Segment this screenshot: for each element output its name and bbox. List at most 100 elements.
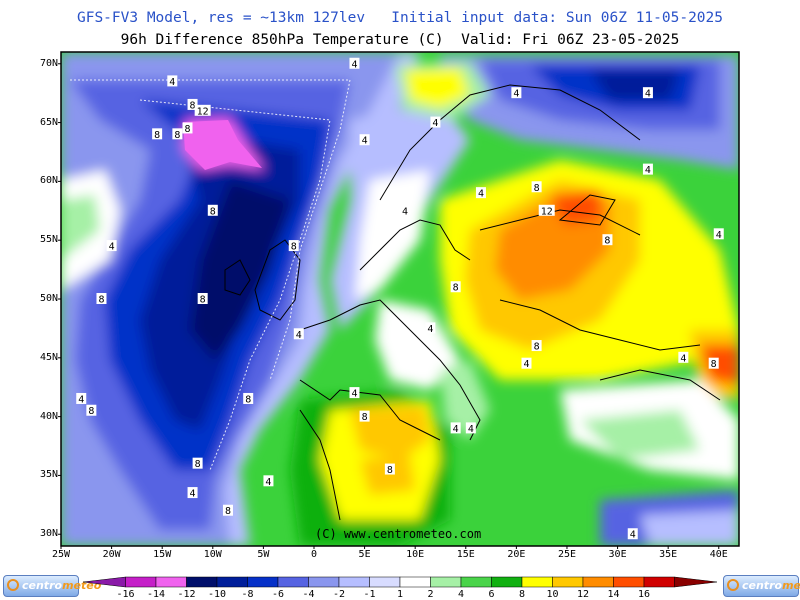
lat-label-40N: 40N bbox=[39, 410, 58, 422]
contour-label: 8 bbox=[172, 128, 183, 141]
colorbar-label: 16 bbox=[637, 589, 651, 600]
model-title: GFS-FV3 Model, res = ~13km 127lev Initia… bbox=[76, 10, 723, 26]
svg-text:8: 8 bbox=[195, 459, 201, 470]
svg-text:4: 4 bbox=[468, 424, 474, 435]
lon-label-25E: 25E bbox=[557, 549, 576, 560]
contour-label: 4 bbox=[425, 322, 436, 335]
svg-text:4: 4 bbox=[109, 242, 115, 253]
contour-label: 12 bbox=[538, 204, 555, 217]
contour-label: 8 bbox=[708, 357, 719, 370]
lon-label-10E: 10E bbox=[406, 549, 425, 560]
contour-label: 8 bbox=[86, 404, 97, 417]
svg-text:4: 4 bbox=[296, 330, 302, 341]
logo-ring-icon bbox=[7, 579, 19, 591]
lon-label-5W: 5W bbox=[257, 549, 270, 560]
colorbar-label: -8 bbox=[241, 589, 254, 600]
colorbar-label: -16 bbox=[116, 589, 135, 600]
contour-label: 4 bbox=[76, 392, 87, 405]
svg-text:8: 8 bbox=[154, 130, 160, 141]
contour-label: 4 bbox=[627, 528, 638, 541]
logo-text-right-2: meteo bbox=[782, 579, 800, 592]
logo-text-left-1: centro bbox=[22, 579, 63, 592]
svg-text:4: 4 bbox=[362, 136, 368, 147]
contour-label: 8 bbox=[96, 293, 107, 306]
contour-label: 4 bbox=[642, 87, 653, 100]
contour-label: 8 bbox=[222, 504, 233, 517]
svg-text:8: 8 bbox=[210, 206, 216, 217]
lat-label-35N: 35N bbox=[39, 469, 58, 481]
svg-text:12: 12 bbox=[197, 106, 209, 117]
contour-label: 4 bbox=[642, 163, 653, 176]
lon-label-30E: 30E bbox=[608, 549, 627, 560]
svg-text:4: 4 bbox=[716, 230, 722, 241]
svg-text:8: 8 bbox=[291, 242, 297, 253]
lat-label-55N: 55N bbox=[39, 234, 58, 246]
lon-label-10W: 10W bbox=[203, 549, 222, 560]
contour-label: 4 bbox=[475, 187, 486, 200]
contour-label: 4 bbox=[400, 204, 411, 217]
svg-text:8: 8 bbox=[190, 100, 196, 111]
contour-label: 8 bbox=[602, 234, 613, 247]
svg-text:8: 8 bbox=[534, 183, 540, 194]
lat-label-70N: 70N bbox=[39, 57, 58, 69]
svg-text:4: 4 bbox=[351, 389, 357, 400]
svg-text:4: 4 bbox=[453, 424, 459, 435]
colorbar-label: -4 bbox=[302, 589, 315, 600]
contour-label: 8 bbox=[384, 463, 395, 476]
svg-text:4: 4 bbox=[265, 477, 271, 488]
colorbar-label: 14 bbox=[607, 589, 620, 600]
lon-label-40E: 40E bbox=[709, 549, 728, 560]
anomaly-field bbox=[61, 52, 739, 546]
contour-label: 8 bbox=[450, 281, 461, 294]
colorbar-label: -14 bbox=[146, 589, 166, 600]
svg-text:4: 4 bbox=[680, 353, 686, 364]
contour-label: 4 bbox=[293, 328, 304, 341]
svg-text:8: 8 bbox=[453, 283, 459, 294]
svg-text:4: 4 bbox=[645, 165, 651, 176]
lon-label-25W: 25W bbox=[51, 549, 71, 560]
svg-text:4: 4 bbox=[523, 359, 529, 370]
contour-label: 8 bbox=[152, 128, 163, 141]
field-subtitle: 96h Difference 850hPa Temperature (C) Va… bbox=[120, 32, 680, 48]
contour-label: 8 bbox=[197, 293, 208, 306]
contour-label: 4 bbox=[713, 228, 724, 241]
svg-text:4: 4 bbox=[190, 489, 196, 500]
colorbar-label: 12 bbox=[576, 589, 590, 600]
colorbar-label: 6 bbox=[488, 589, 495, 600]
lon-label-0: 0 bbox=[310, 549, 317, 560]
contour-label: 8 bbox=[182, 122, 193, 135]
contour-label: 4 bbox=[263, 475, 274, 488]
svg-text:8: 8 bbox=[711, 359, 717, 370]
logo-text-right-1: centro bbox=[742, 579, 783, 592]
lon-label-15E: 15E bbox=[456, 549, 475, 560]
contour-label: 4 bbox=[521, 357, 532, 370]
lat-label-30N: 30N bbox=[39, 528, 58, 540]
lat-label-65N: 65N bbox=[39, 116, 58, 128]
svg-text:4: 4 bbox=[513, 89, 519, 100]
contour-label: 8 bbox=[288, 240, 299, 253]
svg-text:4: 4 bbox=[630, 530, 636, 541]
svg-text:4: 4 bbox=[645, 89, 651, 100]
svg-text:8: 8 bbox=[184, 124, 190, 135]
contour-label: 8 bbox=[187, 98, 198, 111]
lon-label-20E: 20E bbox=[507, 549, 526, 560]
svg-text:8: 8 bbox=[88, 406, 94, 417]
svg-text:8: 8 bbox=[362, 412, 368, 423]
svg-text:4: 4 bbox=[351, 59, 357, 70]
colorbar-label: 1 bbox=[396, 589, 404, 600]
centrometeo-logo-left: centrometeo bbox=[3, 575, 101, 597]
lon-label-35E: 35E bbox=[659, 549, 678, 560]
contour-label: 4 bbox=[106, 240, 117, 253]
svg-text:4: 4 bbox=[432, 118, 438, 129]
svg-text:8: 8 bbox=[534, 342, 540, 353]
contour-label: 12 bbox=[194, 104, 211, 117]
colorbar-label: 10 bbox=[546, 589, 559, 600]
lat-label-50N: 50N bbox=[39, 293, 58, 304]
svg-text:8: 8 bbox=[245, 394, 251, 405]
lon-label-20W: 20W bbox=[102, 549, 121, 560]
colorbar-label: -2 bbox=[332, 589, 346, 600]
svg-text:4: 4 bbox=[478, 189, 484, 200]
svg-text:8: 8 bbox=[604, 236, 610, 247]
colorbar-label: -10 bbox=[207, 589, 227, 600]
